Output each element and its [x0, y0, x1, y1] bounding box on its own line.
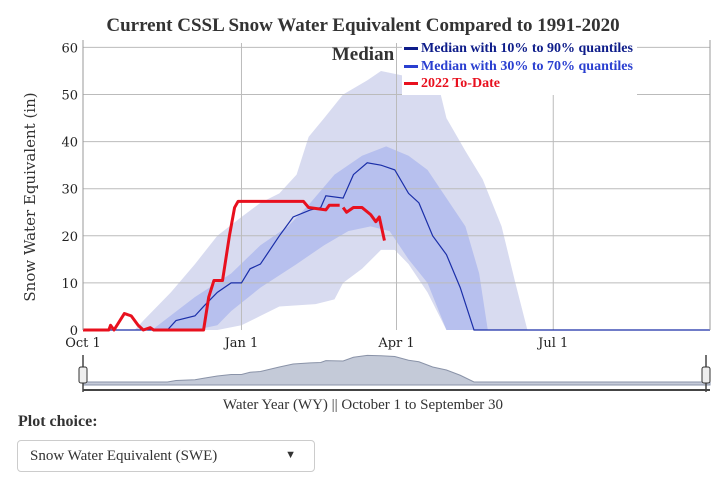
chart-title-line1: Current CSSL Snow Water Equivalent Compa… — [106, 15, 620, 36]
y-tick-label: 20 — [61, 230, 78, 245]
legend-swatch — [404, 47, 418, 51]
y-tick-label: 0 — [70, 324, 78, 339]
plot-choice-dropdown[interactable]: Snow Water Equivalent (SWE) ▼ — [17, 440, 315, 472]
range-slider-left-handle[interactable] — [78, 366, 88, 384]
legend-swatch — [404, 82, 418, 86]
legend-item-2022[interactable]: 2022 To-Date — [404, 75, 633, 93]
legend-item-10-90[interactable]: Median with 10% to 90% quantiles — [404, 40, 633, 58]
legend-label: Median with 30% to 70% quantiles — [421, 58, 633, 74]
legend-label: 2022 To-Date — [421, 76, 500, 91]
x-tick-label: Jul 1 — [536, 336, 568, 351]
swe-chart: 0 10 20 30 40 50 60 Oct 1 Jan 1 Apr 1 Jul 1 Snow Wa… — [21, 40, 711, 392]
x-tick-label: Apr 1 — [377, 336, 414, 351]
y-tick-label: 30 — [61, 183, 78, 198]
y-tick-label: 40 — [61, 136, 78, 151]
legend-swatch — [404, 64, 418, 68]
y-axis-title: Snow Water Equivalent (in) — [21, 92, 39, 301]
x-tick-label: Jan 1 — [223, 336, 259, 351]
plot-choice-label: Plot choice: — [18, 413, 98, 430]
y-tick-label: 50 — [61, 89, 78, 104]
y-tick-label: 10 — [61, 277, 78, 292]
y-tick-label: 60 — [61, 41, 78, 56]
range-slider-right-handle[interactable] — [701, 366, 711, 384]
x-tick-label: Oct 1 — [65, 336, 101, 351]
caret-down-icon: ▼ — [285, 449, 296, 461]
chart-title-line2: Median — [331, 44, 395, 65]
legend-label: Median with 10% to 90% quantiles — [421, 41, 633, 56]
range-slider-preview — [82, 354, 711, 386]
plot-choice-value: Snow Water Equivalent (SWE) — [30, 447, 218, 464]
legend-item-30-70[interactable]: Median with 30% to 70% quantiles — [404, 58, 633, 76]
x-axis-title: Water Year (WY) || October 1 to Septembe… — [222, 397, 504, 413]
band-30-70 — [151, 146, 488, 330]
legend: Median with 10% to 90% quantiles Median … — [402, 40, 637, 95]
current-2022-line — [83, 199, 386, 332]
